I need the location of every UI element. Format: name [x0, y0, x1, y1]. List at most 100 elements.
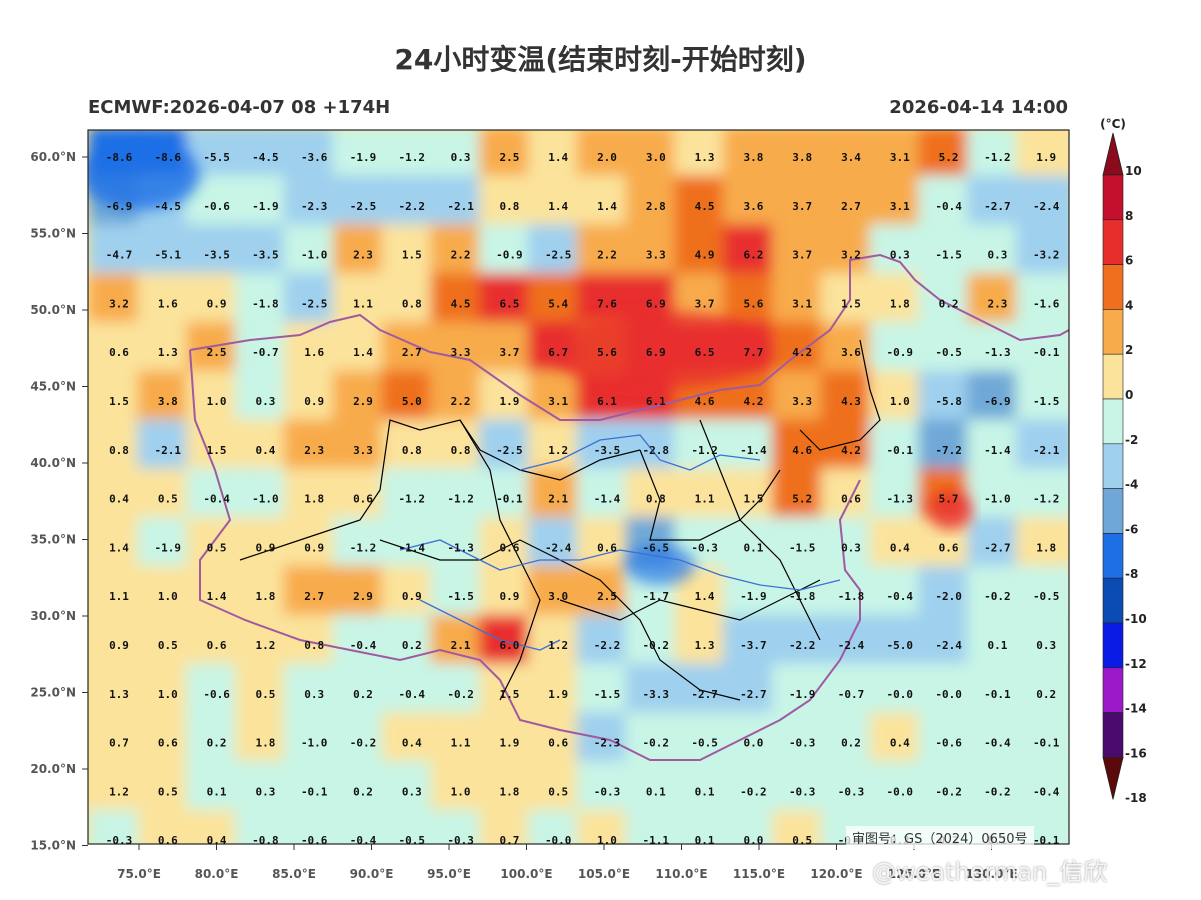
grid-value-labels: -8.6 -8.6 -5.5 -4.5 -3.6 -1.9 -1.2 0.3 2.5 1.4 2.0…: [106, 151, 1060, 847]
grid-value: 1.4: [597, 200, 617, 213]
grid-value: -0.2: [984, 785, 1011, 798]
grid-value: 5.2: [939, 151, 959, 164]
grid-value: 6.1: [646, 395, 666, 408]
grid-value: -1.3: [447, 541, 474, 554]
grid-value: 2.5: [207, 346, 227, 359]
grid-value: 4.2: [792, 346, 812, 359]
lon-tick-label: 115.0°E: [733, 867, 785, 881]
grid-value: -1.0: [984, 493, 1011, 506]
grid-value: 0.2: [353, 688, 373, 701]
lon-tick-label: 130.0°E: [965, 867, 1017, 881]
grid-value: -2.7: [740, 688, 767, 701]
grid-value: 2.7: [402, 346, 422, 359]
grid-value: 0.7: [109, 737, 129, 750]
grid-value: 1.0: [207, 395, 227, 408]
grid-value: -1.4: [594, 493, 621, 506]
grid-value: 2.9: [353, 395, 373, 408]
grid-value: -0.4: [350, 834, 377, 847]
colorbar-label: -4: [1125, 478, 1138, 492]
grid-value: 0.5: [158, 493, 178, 506]
grid-value: 0.3: [255, 395, 275, 408]
grid-value: -0.9: [887, 346, 914, 359]
grid-value: 0.5: [158, 785, 178, 798]
colorbar-label: 8: [1125, 209, 1133, 223]
grid-value: 1.4: [353, 346, 373, 359]
grid-value: 1.3: [695, 639, 715, 652]
grid-value: -2.1: [155, 444, 182, 457]
lat-tick-label: 15.0°N: [30, 839, 76, 853]
grid-value: 0.5: [548, 785, 568, 798]
grid-value: 0.8: [402, 297, 422, 310]
grid-value: -1.0: [252, 493, 279, 506]
grid-value: 5.4: [548, 297, 568, 310]
grid-value: -1.9: [155, 541, 182, 554]
grid-value: 1.1: [353, 297, 373, 310]
grid-value: -1.8: [838, 590, 865, 603]
grid-value: 0.6: [353, 493, 373, 506]
grid-value: -1.8: [252, 297, 279, 310]
colorbar-segment: [1102, 174, 1124, 221]
grid-value: 0.9: [109, 639, 129, 652]
grid-value: 0.4: [207, 834, 227, 847]
grid-value: 0.5: [792, 834, 812, 847]
grid-value: 6.9: [646, 297, 666, 310]
lon-tick-label: 105.0°E: [578, 867, 630, 881]
grid-value: 2.3: [353, 249, 373, 262]
colorbar-segment: [1102, 264, 1124, 310]
grid-value: -6.9: [106, 200, 133, 213]
grid-value: 1.2: [548, 444, 568, 457]
grid-value: -0.2: [447, 688, 474, 701]
grid-value: -5.8: [935, 395, 962, 408]
lon-tick-label: 75.0°E: [117, 867, 161, 881]
grid-value: 1.8: [1036, 541, 1056, 554]
latitude-axis: 60.0°N 55.0°N 50.0°N 45.0°N 40.0°N 35.0°N 30.0…: [30, 150, 88, 853]
grid-value: 2.3: [987, 297, 1007, 310]
map-title: 24小时变温(结束时刻-开始时刻): [394, 43, 807, 76]
grid-value: 2.8: [646, 200, 666, 213]
cold-spot: [625, 545, 695, 585]
grid-value: 1.5: [743, 493, 763, 506]
model-run-label: ECMWF:2026-04-07 08 +174H: [88, 97, 391, 118]
grid-value: 5.2: [792, 493, 812, 506]
grid-value: 6.2: [743, 249, 763, 262]
colorbar-label: 10: [1125, 164, 1142, 178]
grid-value: -2.7: [984, 200, 1011, 213]
colorbar-label: 4: [1125, 298, 1133, 312]
grid-value: 3.1: [792, 297, 812, 310]
grid-value: -8.6: [106, 151, 133, 164]
grid-value: -2.7: [691, 688, 718, 701]
lat-tick-label: 60.0°N: [30, 150, 76, 164]
grid-value: 1.9: [548, 688, 568, 701]
grid-value: -1.5: [447, 590, 474, 603]
grid-value: 4.3: [841, 395, 861, 408]
grid-value: -1.1: [643, 834, 670, 847]
grid-value: -0.2: [935, 785, 962, 798]
colorbar-label: -16: [1125, 746, 1147, 760]
grid-value: -0.1: [301, 785, 328, 798]
grid-value: 0.6: [841, 493, 861, 506]
river: [519, 434, 761, 471]
grid-value: 0.1: [695, 834, 715, 847]
grid-value: 1.0: [158, 688, 178, 701]
grid-value: -0.3: [838, 785, 865, 798]
grid-value: -0.1: [1033, 346, 1060, 359]
grid-value: -3.5: [594, 444, 621, 457]
grid-value: 4.5: [695, 200, 715, 213]
lat-tick-label: 45.0°N: [30, 380, 76, 394]
grid-value: -6.9: [984, 395, 1011, 408]
grid-value: 1.8: [499, 785, 519, 798]
province-boundary: [379, 539, 741, 701]
grid-value: 1.6: [304, 346, 324, 359]
grid-value: -0.7: [838, 688, 865, 701]
national-border-north: [189, 253, 1069, 421]
grid-value: 0.3: [1036, 639, 1056, 652]
national-border-south: [189, 349, 861, 761]
grid-value: 0.2: [207, 737, 227, 750]
grid-value: -0.2: [643, 639, 670, 652]
map-approval-number: 审图号：GS（2024）0650号: [846, 826, 1034, 849]
province-boundary: [799, 339, 881, 451]
grid-value: -1.4: [740, 444, 767, 457]
grid-value: 1.2: [548, 639, 568, 652]
grid-value: 0.5: [158, 639, 178, 652]
